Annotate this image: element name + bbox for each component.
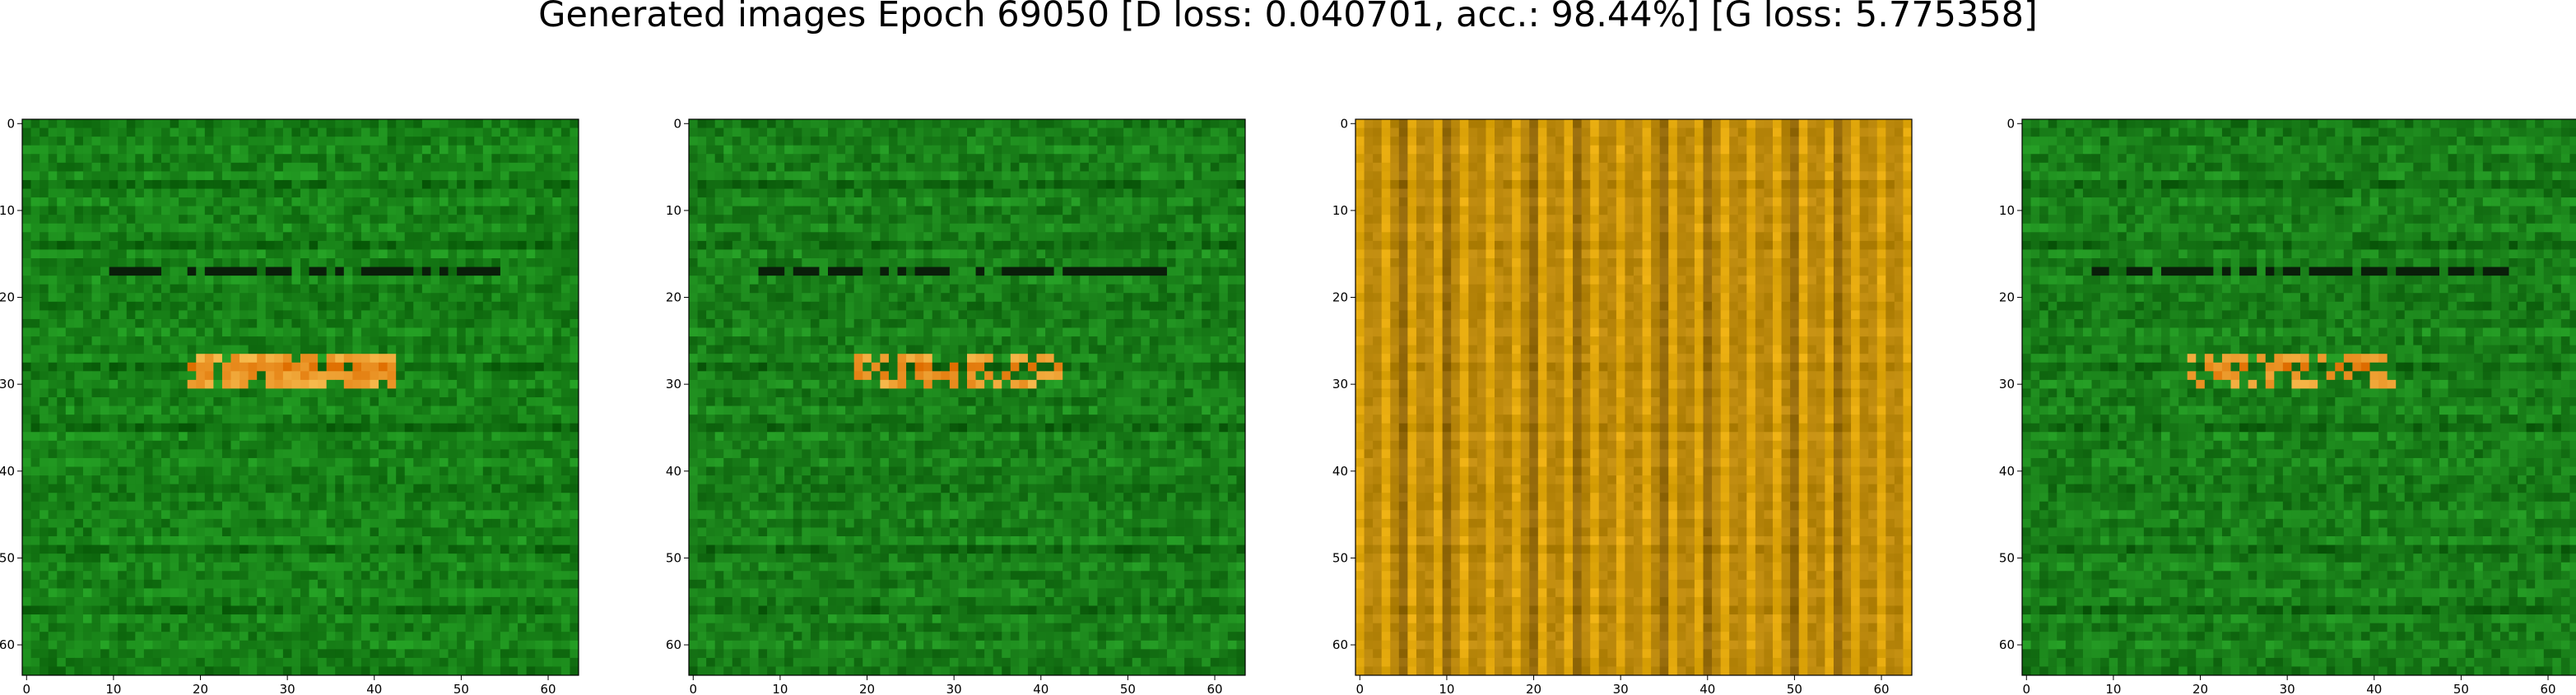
x-tick-label: 50 bbox=[453, 682, 469, 695]
y-tick-label: 20 bbox=[0, 290, 15, 305]
y-tick-label: 60 bbox=[0, 637, 15, 652]
x-tick-label: 50 bbox=[1120, 682, 1136, 695]
y-tick-label: 30 bbox=[1332, 377, 1348, 392]
x-tick-label: 30 bbox=[280, 682, 295, 695]
y-tick-label: 50 bbox=[1999, 550, 2015, 565]
y-tick-label: 40 bbox=[0, 464, 15, 479]
axes-frame bbox=[1355, 118, 1913, 676]
y-tick-label: 0 bbox=[2006, 116, 2015, 131]
x-tick-label: 60 bbox=[1207, 682, 1222, 695]
subplot-axes: 0 10 20 30 40 50 60 0 10 20 30 40 50 60 bbox=[666, 116, 1246, 695]
generated-image bbox=[1355, 119, 1913, 676]
y-tick-label: 0 bbox=[673, 116, 681, 131]
y-tick-label: 50 bbox=[1332, 550, 1348, 565]
y-tick-label: 30 bbox=[1999, 377, 2015, 392]
axes-frame bbox=[21, 118, 579, 676]
x-tick-label: 40 bbox=[1033, 682, 1049, 695]
x-tick-label: 60 bbox=[1873, 682, 1889, 695]
y-tick-label: 10 bbox=[1332, 203, 1348, 218]
x-tick-label: 50 bbox=[2453, 682, 2469, 695]
subplot-axes: 0 10 20 30 40 50 60 0 10 20 30 40 50 60 bbox=[1332, 116, 1913, 695]
figure-title: Generated images Epoch 69050 [D loss: 0.… bbox=[538, 0, 2038, 35]
x-tick-label: 10 bbox=[2105, 682, 2121, 695]
y-tick-label: 40 bbox=[666, 464, 681, 479]
x-tick-label: 30 bbox=[946, 682, 962, 695]
subplot-1: 0 10 20 30 40 50 60 0 10 20 30 40 50 60 bbox=[0, 115, 579, 695]
y-tick-label: 50 bbox=[0, 550, 15, 565]
y-tick-label: 50 bbox=[666, 550, 681, 565]
generated-image bbox=[689, 119, 1246, 676]
x-tick-label: 60 bbox=[540, 682, 556, 695]
y-tick-label: 40 bbox=[1999, 464, 2015, 479]
y-tick-label: 20 bbox=[1332, 290, 1348, 305]
y-tick-label: 40 bbox=[1332, 464, 1348, 479]
y-tick-label: 10 bbox=[0, 203, 15, 218]
y-tick-label: 30 bbox=[666, 377, 681, 392]
axes-frame bbox=[688, 118, 1246, 676]
x-tick-label: 20 bbox=[1526, 682, 1541, 695]
y-tick-label: 60 bbox=[1332, 637, 1348, 652]
generated-image bbox=[22, 119, 579, 676]
y-tick-label: 10 bbox=[1999, 203, 2015, 218]
x-tick-label: 10 bbox=[1439, 682, 1454, 695]
y-tick-label: 30 bbox=[0, 377, 15, 392]
subplot-3: 0 10 20 30 40 50 60 0 10 20 30 40 50 60 bbox=[1332, 115, 1913, 695]
x-tick-label: 0 bbox=[2023, 682, 2031, 695]
x-tick-label: 0 bbox=[1356, 682, 1365, 695]
x-tick-label: 20 bbox=[193, 682, 208, 695]
x-tick-label: 40 bbox=[1700, 682, 1715, 695]
subplot-2: 0 10 20 30 40 50 60 0 10 20 30 40 50 60 bbox=[666, 115, 1246, 695]
x-tick-label: 20 bbox=[859, 682, 875, 695]
y-tick-label: 60 bbox=[1999, 637, 2015, 652]
x-tick-label: 30 bbox=[1613, 682, 1629, 695]
x-tick-label: 40 bbox=[2366, 682, 2382, 695]
x-tick-label: 60 bbox=[2540, 682, 2555, 695]
x-tick-label: 30 bbox=[2280, 682, 2295, 695]
x-tick-label: 40 bbox=[366, 682, 382, 695]
x-tick-label: 0 bbox=[690, 682, 698, 695]
subplot-4: 0 10 20 30 40 50 60 0 10 20 30 40 50 60 bbox=[1999, 115, 2576, 695]
y-tick-label: 20 bbox=[666, 290, 681, 305]
y-tick-label: 20 bbox=[1999, 290, 2015, 305]
x-tick-label: 50 bbox=[1787, 682, 1802, 695]
generated-image bbox=[2022, 119, 2576, 676]
y-tick-label: 10 bbox=[666, 203, 681, 218]
x-tick-label: 10 bbox=[105, 682, 121, 695]
subplot-axes: 0 10 20 30 40 50 60 0 10 20 30 40 50 60 bbox=[0, 116, 579, 695]
axes-frame bbox=[2021, 118, 2576, 676]
x-tick-label: 10 bbox=[772, 682, 788, 695]
y-tick-label: 0 bbox=[7, 116, 15, 131]
subplot-axes: 0 10 20 30 40 50 60 0 10 20 30 40 50 60 bbox=[1999, 116, 2576, 695]
y-tick-label: 0 bbox=[1340, 116, 1348, 131]
y-tick-label: 60 bbox=[666, 637, 681, 652]
x-tick-label: 20 bbox=[2192, 682, 2208, 695]
x-tick-label: 0 bbox=[23, 682, 31, 695]
